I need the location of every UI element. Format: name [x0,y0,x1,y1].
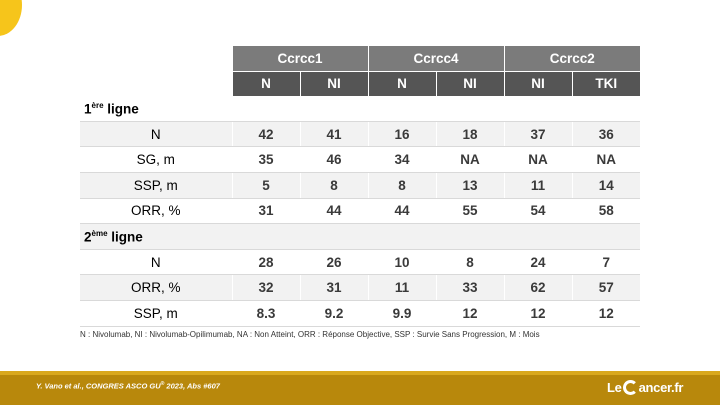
group-header-row: Ccrcc1 Ccrcc4 Ccrcc2 [80,46,640,72]
table-cell: 8 [367,172,436,199]
table-cell: 11 [367,274,436,301]
empty-corner-cell [80,71,232,96]
table-cell: 7 [571,249,640,276]
table-cell: 44 [299,198,368,225]
table-cell: 31 [299,274,368,301]
table-cell: 44 [367,198,436,225]
sub-header-row: N NI N NI NI TKI [80,71,640,97]
row-label: ORR, % [80,274,232,301]
table-cell: 10 [367,249,436,276]
decorative-corner-circle [0,0,22,36]
section-row-second-line: 2ème ligne [80,223,640,250]
sub-header: N [231,71,300,97]
table-cell: 12 [571,300,640,327]
table-cell: 46 [299,146,368,173]
table-cell: 26 [299,249,368,276]
table-cell: 11 [503,172,572,199]
logo-text-right: ancer.fr [638,380,684,395]
sub-header: NI [299,71,368,97]
table-cell: 32 [231,274,300,301]
table-cell: 16 [367,121,436,148]
table-cell: NA [435,146,504,173]
table-cell: 8 [299,172,368,199]
table-row: SG, m 35 46 34 NA NA NA [80,146,640,173]
results-table: Ccrcc1 Ccrcc4 Ccrcc2 N NI N NI NI TKI 1è… [80,46,640,327]
table-cell: 42 [231,121,300,148]
table-cell: 28 [231,249,300,276]
row-label: SG, m [80,146,232,173]
table-cell: 8 [435,249,504,276]
table-row: SSP, m 8.3 9.2 9.9 12 12 12 [80,300,640,327]
table-cell: 8.3 [231,300,300,327]
sub-header: NI [435,71,504,97]
table-cell: 41 [299,121,368,148]
citation-text: Y. Vano et al., CONGRES ASCO GU® 2023, A… [36,381,220,391]
section-label-second-line: 2ème ligne [80,223,640,250]
table-cell: 36 [571,121,640,148]
table-cell: 5 [231,172,300,199]
section-label-first-line: 1ère ligne [80,96,640,122]
row-label: ORR, % [80,198,232,225]
group-header-ccrcc4: Ccrcc4 [367,46,504,72]
table-cell: 58 [571,198,640,225]
row-label: N [80,249,232,276]
table-cell: 9.9 [367,300,436,327]
table-cell: 12 [503,300,572,327]
table-row: SSP, m 5 8 8 13 11 14 [80,172,640,199]
table-row: ORR, % 31 44 44 55 54 58 [80,198,640,225]
table-cell: 9.2 [299,300,368,327]
lecancer-logo[interactable]: Le ancer.fr [607,380,683,395]
table-cell: 24 [503,249,572,276]
table-cell: 33 [435,274,504,301]
table-cell: 37 [503,121,572,148]
sub-header: N [367,71,436,97]
table-row: N 28 26 10 8 24 7 [80,249,640,276]
table-cell: 57 [571,274,640,301]
table-cell: 34 [367,146,436,173]
table-cell: 18 [435,121,504,148]
table-cell: 62 [503,274,572,301]
table-cell: NA [503,146,572,173]
logo-c-icon [622,380,638,395]
table-cell: 14 [571,172,640,199]
logo-text-left: Le [607,380,622,395]
table-row: N 42 41 16 18 37 36 [80,121,640,148]
table-cell: 54 [503,198,572,225]
table-cell: 55 [435,198,504,225]
empty-corner-cell [80,46,232,71]
table-row: ORR, % 32 31 11 33 62 57 [80,274,640,301]
table-cell: 13 [435,172,504,199]
abbreviations-footnote: N : Nivolumab, NI : Nivolumab-Opilimumab… [80,330,540,339]
sub-header: NI [503,71,572,97]
sub-header: TKI [571,71,640,97]
group-header-ccrcc1: Ccrcc1 [231,46,368,72]
table-cell: NA [571,146,640,173]
section-row-first-line: 1ère ligne [80,96,640,122]
row-label: N [80,121,232,148]
group-header-ccrcc2: Ccrcc2 [503,46,640,72]
table-cell: 12 [435,300,504,327]
row-label: SSP, m [80,172,232,199]
row-label: SSP, m [80,300,232,327]
table-cell: 35 [231,146,300,173]
table-cell: 31 [231,198,300,225]
footer-band [0,371,720,405]
